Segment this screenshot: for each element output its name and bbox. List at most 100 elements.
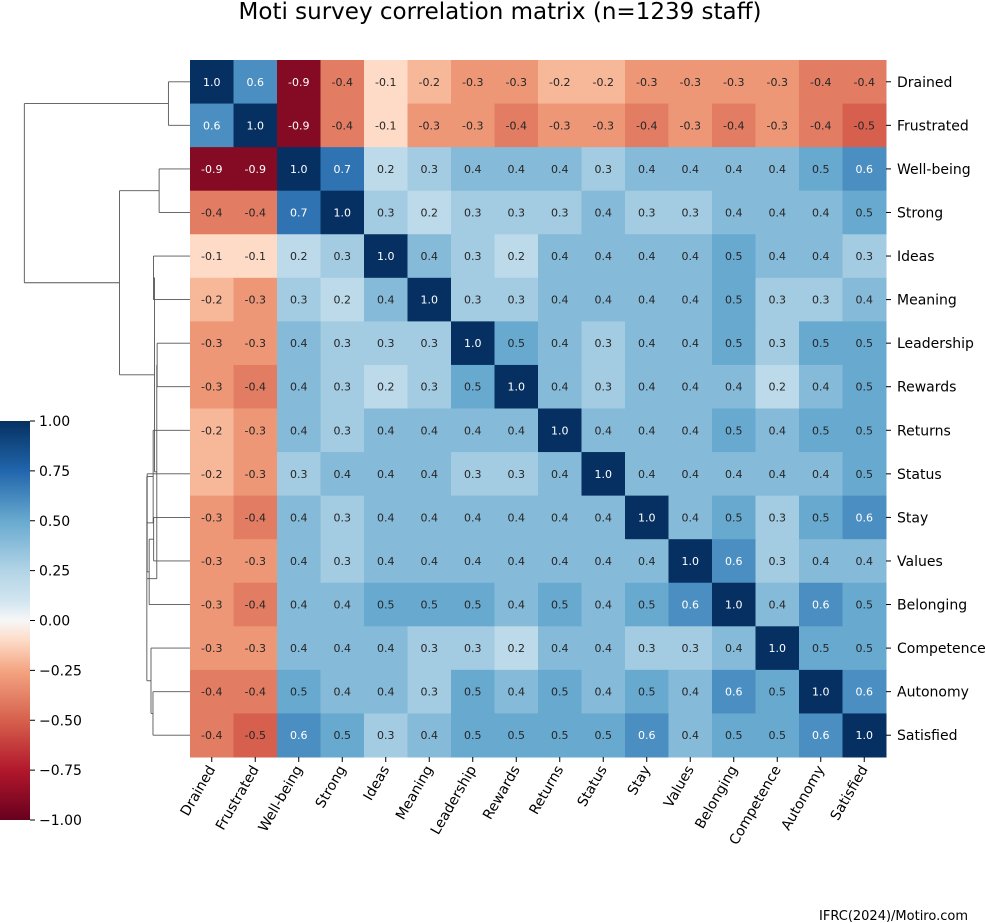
cell-value-label: -0.3 xyxy=(201,555,222,568)
heatmap-cell xyxy=(364,321,408,366)
heatmap-cell xyxy=(581,669,626,714)
row-dendrogram xyxy=(23,81,190,736)
heatmap-cell xyxy=(190,147,234,192)
cell-value-label: 0.3 xyxy=(682,642,700,655)
cell-value-label: -0.4 xyxy=(810,76,831,89)
heatmap-cell xyxy=(712,321,756,366)
cell-value-label: 0.5 xyxy=(812,424,830,437)
heatmap-cell xyxy=(755,669,800,714)
heatmap-cell xyxy=(320,539,365,584)
heatmap-cell xyxy=(842,408,887,453)
cell-value-label: -0.3 xyxy=(245,642,266,655)
heatmap-cell xyxy=(625,190,669,235)
heatmap-cell xyxy=(190,713,234,758)
cell-value-label: -0.3 xyxy=(462,119,483,132)
heatmap-cell xyxy=(625,234,669,279)
cell-value-label: 1.0 xyxy=(856,729,874,742)
cell-value-label: 0.4 xyxy=(334,686,352,699)
cell-value-label: 0.4 xyxy=(508,599,526,612)
heatmap-cell xyxy=(364,713,408,758)
cell-value-label: 0.4 xyxy=(377,686,395,699)
heatmap-cell xyxy=(581,234,626,279)
heatmap-cell xyxy=(842,60,887,105)
column-tick-label: Drained xyxy=(178,763,220,819)
colorbar-tick-label: −1.00 xyxy=(39,813,82,829)
cell-value-label: -0.4 xyxy=(201,206,222,219)
cell-value-label: 0.3 xyxy=(508,468,526,481)
heatmap-cell xyxy=(625,669,669,714)
heatmap-cell xyxy=(364,103,408,148)
cell-value-label: 0.4 xyxy=(464,511,482,524)
heatmap-cell xyxy=(407,452,452,497)
cell-value-label: 0.4 xyxy=(812,206,830,219)
cell-value-label: 0.3 xyxy=(464,642,482,655)
heatmap-cell xyxy=(277,60,321,105)
cell-value-label: -0.1 xyxy=(245,250,266,263)
heatmap-cell xyxy=(538,364,582,409)
cell-value-label: 0.4 xyxy=(290,424,308,437)
heatmap-cell xyxy=(755,364,800,409)
source-note: IFRC(2024)/Motiro.com xyxy=(819,909,968,923)
heatmap-cell xyxy=(407,539,452,584)
heatmap-cell xyxy=(233,452,278,497)
heatmap-cell xyxy=(451,495,495,540)
cell-value-label: 0.4 xyxy=(638,381,656,394)
colorbar-tick-label: −0.50 xyxy=(39,713,82,729)
heatmap-cell xyxy=(320,669,365,714)
heatmap-cell xyxy=(494,234,539,279)
heatmap-cells: 1.0 0.6 -0.9 -0.4 -0.1 -0.2 -0.3 -0.3 -0.2 -0.2 -0… xyxy=(190,60,887,758)
heatmap-cell xyxy=(538,582,582,627)
heatmap-cell xyxy=(625,539,669,584)
cell-value-label: 0.4 xyxy=(421,468,439,481)
cell-value-label: -0.9 xyxy=(288,119,309,132)
cell-value-label: 0.2 xyxy=(377,163,395,176)
heatmap-cell xyxy=(277,669,321,714)
heatmap-cell xyxy=(538,277,582,322)
heatmap-cell xyxy=(799,582,843,627)
row-tick-labels: Drained Frustrated Well-being Strong Ideas Me… xyxy=(886,75,985,744)
cell-value-label: 0.4 xyxy=(421,424,439,437)
cell-value-label: 1.0 xyxy=(638,511,656,524)
heatmap-cell xyxy=(712,234,756,279)
cell-value-label: 0.3 xyxy=(421,381,439,394)
heatmap-cell xyxy=(625,626,669,671)
heatmap-cell xyxy=(233,626,278,671)
cell-value-label: 0.3 xyxy=(769,337,787,350)
heatmap-cell xyxy=(842,582,887,627)
heatmap-cell xyxy=(494,669,539,714)
cell-value-label: 0.4 xyxy=(595,511,613,524)
heatmap-cell xyxy=(799,147,843,192)
cell-value-label: 0.4 xyxy=(377,468,395,481)
heatmap-cell xyxy=(712,60,756,105)
heatmap-cell xyxy=(842,234,887,279)
cell-value-label: 0.3 xyxy=(769,555,787,568)
heatmap-cell xyxy=(277,408,321,453)
cell-value-label: 0.4 xyxy=(769,424,787,437)
heatmap-cell xyxy=(712,452,756,497)
heatmap-cell xyxy=(407,321,452,366)
heatmap-cell xyxy=(755,321,800,366)
heatmap-cell xyxy=(494,495,539,540)
heatmap-cell xyxy=(277,147,321,192)
cell-value-label: 0.4 xyxy=(682,381,700,394)
cell-value-label: 0.3 xyxy=(334,381,352,394)
heatmap-cell xyxy=(842,190,887,235)
heatmap-cell xyxy=(581,60,626,105)
heatmap-cell xyxy=(277,103,321,148)
cell-value-label: 0.3 xyxy=(508,294,526,307)
row-tick-label: Stay xyxy=(897,510,928,526)
heatmap-cell xyxy=(190,60,234,105)
heatmap-cell xyxy=(451,60,495,105)
heatmap-cell xyxy=(842,147,887,192)
cell-value-label: 0.4 xyxy=(682,424,700,437)
colorbar-tick-label: −0.75 xyxy=(39,763,82,779)
heatmap-cell xyxy=(755,103,800,148)
cell-value-label: 1.0 xyxy=(769,642,787,655)
heatmap-cell xyxy=(364,60,408,105)
heatmap-cell xyxy=(451,713,495,758)
heatmap-cell xyxy=(581,277,626,322)
heatmap-cell xyxy=(625,60,669,105)
heatmap-cell xyxy=(538,408,582,453)
cell-value-label: 0.5 xyxy=(769,729,787,742)
heatmap-cell xyxy=(799,234,843,279)
